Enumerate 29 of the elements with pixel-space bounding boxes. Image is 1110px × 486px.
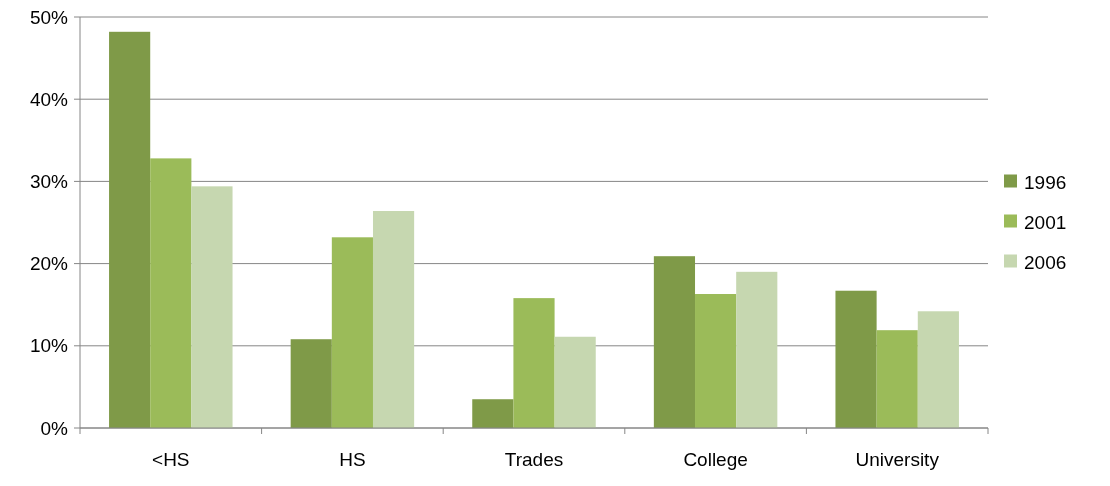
y-tick-label: 20% bbox=[29, 253, 69, 275]
bar bbox=[513, 298, 555, 428]
y-tick-label: 50% bbox=[29, 6, 69, 28]
bar bbox=[695, 294, 737, 428]
y-tick-label: 40% bbox=[29, 88, 69, 110]
bar bbox=[191, 186, 233, 428]
x-tick-label: College bbox=[683, 449, 748, 470]
x-tick-label: University bbox=[855, 449, 940, 470]
bar bbox=[290, 339, 332, 428]
bar bbox=[150, 158, 192, 428]
legend-label: 2006 bbox=[1024, 252, 1067, 274]
bar bbox=[472, 399, 514, 428]
y-tick-label: 0% bbox=[40, 417, 69, 439]
x-tick-label: HS bbox=[339, 449, 366, 470]
bar bbox=[372, 210, 415, 428]
y-tick-label: 30% bbox=[29, 171, 69, 193]
bar bbox=[917, 311, 959, 428]
bar bbox=[109, 31, 151, 428]
x-tick-label: <HS bbox=[152, 449, 190, 470]
legend-label: 2001 bbox=[1024, 212, 1067, 234]
bar bbox=[331, 237, 373, 428]
x-tick-label: Trades bbox=[504, 449, 564, 470]
legend-label: 1996 bbox=[1024, 172, 1067, 194]
bar bbox=[554, 336, 596, 428]
y-tick-label: 10% bbox=[29, 335, 69, 357]
bar bbox=[876, 330, 918, 428]
bar bbox=[736, 271, 778, 428]
bar bbox=[653, 256, 696, 428]
bar bbox=[835, 290, 877, 428]
